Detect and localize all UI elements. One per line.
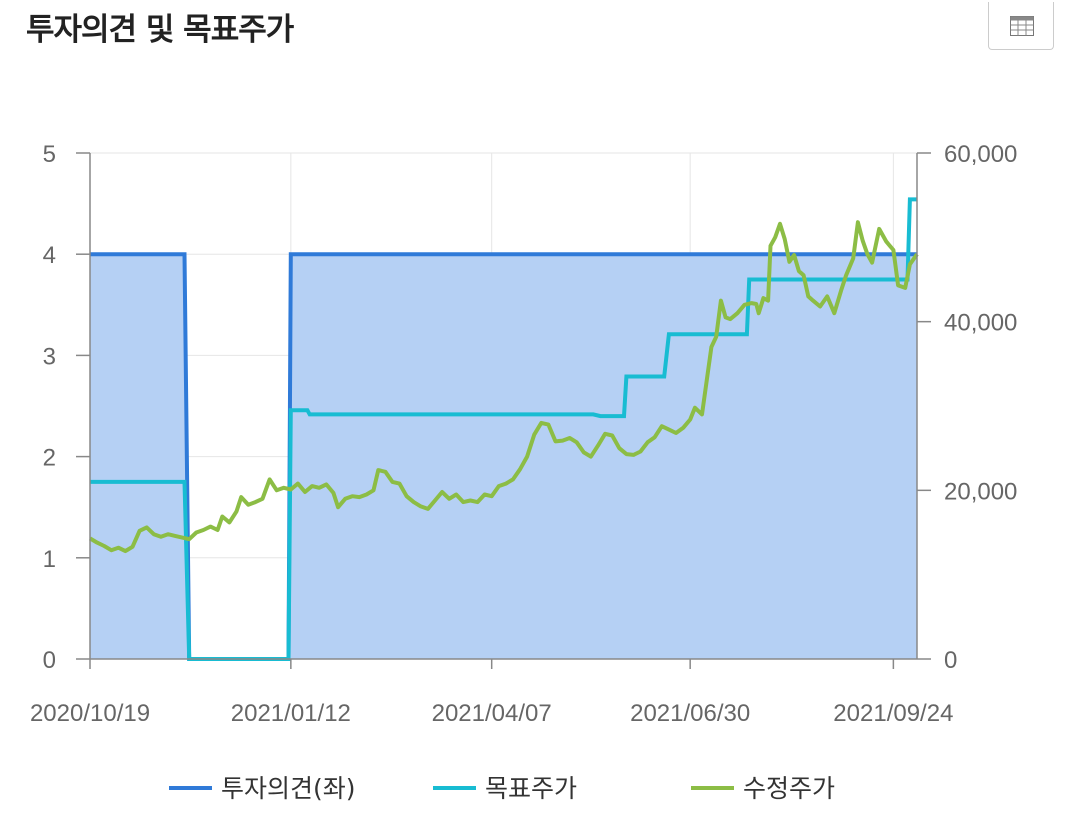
y-left-tick-label-2: 2 bbox=[43, 445, 56, 472]
x-tick-label-3: 2021/06/30 bbox=[630, 700, 750, 727]
y-right-tick-label-0: 0 bbox=[944, 647, 957, 674]
x-tick-label-0: 2020/10/19 bbox=[30, 700, 150, 727]
legend-label-adjusted-price: 수정주가 bbox=[743, 774, 835, 803]
legend-label-opinion: 투자의견(좌) bbox=[221, 774, 356, 803]
table-icon bbox=[1010, 16, 1034, 36]
y-left-tick-label-1: 1 bbox=[43, 546, 56, 573]
chart-menu-button[interactable] bbox=[988, 2, 1054, 50]
y-right-tick-label-1: 20,000 bbox=[944, 478, 1017, 505]
y-right-tick-label-3: 60,000 bbox=[944, 141, 1017, 168]
y-left-tick-label-3: 3 bbox=[43, 343, 56, 370]
series-line-adjusted-price bbox=[88, 220, 919, 554]
x-tick-label-4: 2021/09/24 bbox=[833, 700, 953, 727]
y-left-tick-label-0: 0 bbox=[43, 647, 56, 674]
x-tick-label-1: 2021/01/12 bbox=[231, 700, 351, 727]
y-left-tick-label-5: 5 bbox=[43, 141, 56, 168]
y-right-tick-label-2: 40,000 bbox=[944, 310, 1017, 337]
chart-title: 투자의견 및 목표주가 bbox=[26, 12, 294, 48]
y-left-tick-label-4: 4 bbox=[43, 242, 56, 269]
legend-label-target-price: 목표주가 bbox=[485, 774, 577, 803]
x-tick-label-2: 2021/04/07 bbox=[432, 700, 552, 727]
